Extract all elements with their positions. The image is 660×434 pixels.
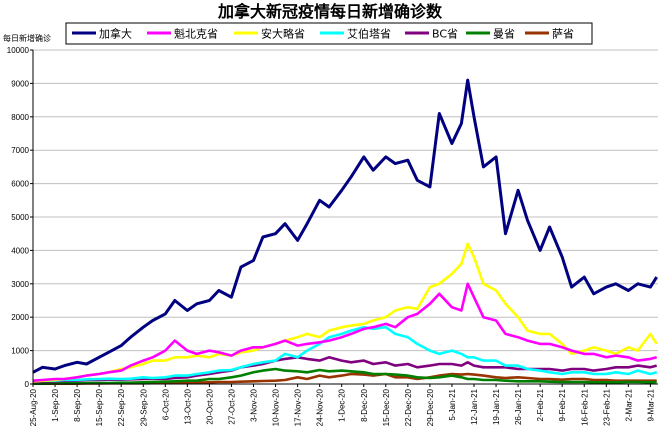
x-tick-label: 3-Nov-20: [250, 388, 259, 421]
legend-label: 艾伯塔省: [347, 27, 391, 41]
x-tick-label: 19-Jan-21: [492, 388, 501, 425]
x-tick-label: 9-Feb-21: [558, 388, 567, 421]
y-tick-label: 8000: [11, 113, 29, 122]
x-tick-label: 9-Mar-21: [646, 388, 655, 421]
legend-label: 萨省: [552, 28, 574, 41]
y-tick-label: 1000: [11, 347, 29, 356]
x-tick-label: 25-Aug-20: [29, 388, 38, 426]
x-tick-label: 22-Dec-20: [404, 388, 413, 426]
y-tick-label: 6000: [11, 180, 29, 189]
x-tick-label: 12-Jan-21: [470, 388, 479, 425]
y-tick-label: 0: [25, 380, 30, 389]
x-tick-label: 13-Oct-20: [183, 388, 192, 424]
x-tick-label: 2-Feb-21: [536, 388, 545, 421]
y-tick-label: 7000: [11, 146, 29, 155]
x-tick-label: 26-Jan-21: [514, 388, 523, 425]
series-line-2: [32, 242, 658, 383]
x-tick-label: 20-Oct-20: [205, 388, 214, 424]
x-tick-label: 15-Dec-20: [382, 388, 391, 426]
x-tick-label: 8-Sep-20: [73, 388, 82, 421]
x-tick-label: 6-Oct-20: [161, 388, 170, 420]
x-tick-label: 16-Feb-21: [580, 388, 589, 425]
x-tick-label: 5-Jan-21: [448, 388, 457, 420]
x-axis-ticks: 25-Aug-20 1-Sep-20 8-Sep-20 15-Sep-20 22-Sep…: [29, 384, 655, 426]
y-tick-label: 10000: [7, 46, 30, 55]
series-line-5: [33, 367, 657, 386]
y-tick-label: 2000: [11, 313, 29, 322]
x-tick-label: 8-Dec-20: [360, 388, 369, 421]
y-tick-label: 3000: [11, 280, 29, 289]
y-tick-label: 5000: [11, 213, 29, 222]
x-tick-label: 1-Sep-20: [51, 388, 60, 421]
x-tick-label: 1-Dec-20: [338, 388, 347, 421]
x-tick-label: 27-Oct-20: [227, 388, 236, 424]
series-lines: [32, 78, 658, 386]
x-tick-label: 23-Feb-21: [602, 388, 611, 425]
x-tick-label: 15-Sep-20: [95, 388, 104, 426]
x-tick-label: 17-Nov-20: [294, 388, 303, 426]
gridlines: [33, 49, 658, 352]
legend-label: 安大略省: [261, 27, 305, 41]
x-tick-label: 24-Nov-20: [316, 388, 325, 426]
legend-label: 曼省: [493, 28, 515, 41]
series-line-0: [32, 78, 658, 374]
x-tick-label: 29-Dec-20: [426, 388, 435, 426]
series-line-4: [32, 355, 658, 384]
legend-label: 加拿大: [99, 27, 132, 41]
legend-label: 魁北克省: [174, 27, 218, 41]
y-tick-label: 4000: [11, 246, 29, 255]
x-tick-label: 29-Sep-20: [139, 388, 148, 426]
x-tick-label: 10-Nov-20: [272, 388, 281, 426]
x-tick-label: 22-Sep-20: [117, 388, 126, 426]
legend-label: BC省: [432, 28, 458, 41]
y-axis-ticks: 0 1000 2000 3000 4000 5000 6000 7000 8000 9000 100…: [7, 46, 33, 389]
y-axis-label: 每日新增确诊: [3, 33, 51, 43]
y-tick-label: 9000: [11, 79, 29, 88]
series-line-3: [32, 325, 658, 383]
x-tick-label: 2-Mar-21: [624, 388, 633, 421]
chart-title: 加拿大新冠疫情每日新增确诊数: [217, 2, 443, 21]
legend: 加拿大 魁北克省 安大略省 艾伯塔省 BC省 曼省 萨省: [65, 22, 593, 45]
series-line-1: [32, 282, 658, 382]
